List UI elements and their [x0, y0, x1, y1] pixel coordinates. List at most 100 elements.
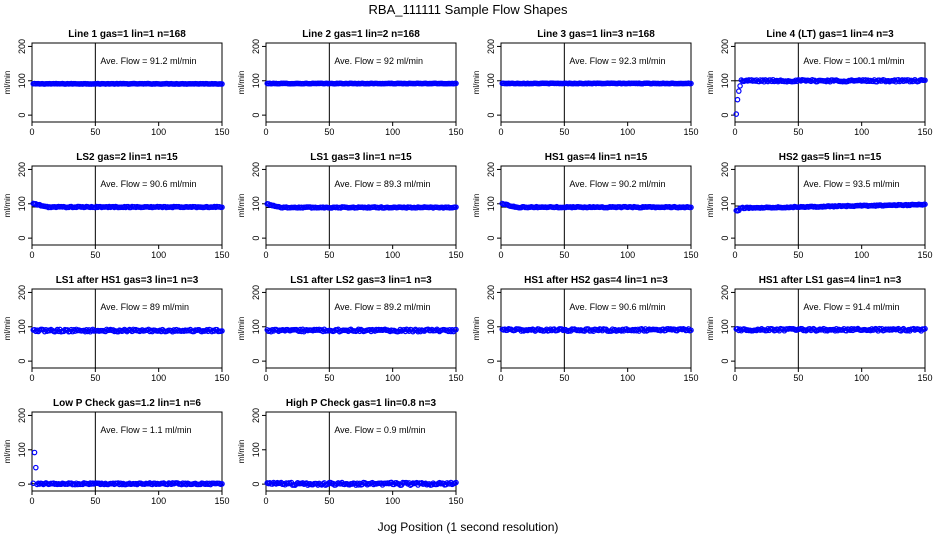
y-axis-label: ml/min: [237, 194, 246, 218]
x-tick-label: 150: [448, 250, 463, 260]
panel-14: High P Check gas=1 lin=0.8 n=3 0 50 100 150 0…: [237, 398, 464, 506]
x-tick-label: 50: [559, 250, 569, 260]
y-axis-label: ml/min: [706, 194, 715, 218]
x-tick-label: 150: [917, 250, 932, 260]
y-axis-label: ml/min: [3, 194, 12, 218]
x-tick-label: 100: [854, 373, 869, 383]
y-tick-label: 200: [251, 408, 261, 423]
mean-annotation: Ave. Flow = 90.2 ml/min: [569, 179, 665, 189]
y-axis-label: ml/min: [237, 317, 246, 341]
y-tick-label: 0: [720, 359, 730, 364]
y-tick-label: 100: [251, 442, 261, 457]
panel-13: Low P Check gas=1.2 lin=1 n=6 0 50 100 150 0 1…: [3, 398, 230, 506]
data-point: [219, 328, 225, 334]
panel-7: HS1 gas=4 lin=1 n=15 0 50 100 150 0 100 200 ml/m…: [472, 152, 699, 260]
y-tick-label: 200: [720, 39, 730, 54]
panel-4: Line 4 (LT) gas=1 lin=4 n=3 0 50 100 150 0 100…: [706, 29, 933, 137]
y-tick-label: 200: [17, 162, 27, 177]
data-points: [733, 325, 928, 334]
data-points: [30, 200, 225, 211]
panel-title: Low P Check gas=1.2 lin=1 n=6: [53, 398, 201, 409]
panel-title: HS1 after HS2 gas=4 lin=1 n=3: [524, 275, 668, 286]
x-tick-label: 50: [793, 127, 803, 137]
data-point: [922, 325, 928, 332]
y-tick-label: 0: [251, 236, 261, 241]
data-point: [453, 479, 459, 486]
x-tick-label: 50: [324, 496, 334, 506]
x-tick-label: 0: [732, 127, 737, 137]
x-tick-label: 150: [683, 127, 698, 137]
y-tick-label: 200: [17, 285, 27, 300]
panel-10: LS1 after LS2 gas=3 lin=1 n=3 0 50 100 150 0 1…: [237, 275, 464, 383]
y-tick-label: 100: [251, 196, 261, 211]
x-tick-label: 0: [498, 373, 503, 383]
data-point: [688, 204, 694, 211]
mean-annotation: Ave. Flow = 93.5 ml/min: [803, 179, 899, 189]
figure-x-axis-label: Jog Position (1 second resolution): [378, 520, 559, 534]
panel-title: HS1 after LS1 gas=4 lin=1 n=3: [759, 275, 902, 286]
panel-5: LS2 gas=2 lin=1 n=15 0 50 100 150 0 100 200 ml/m…: [3, 152, 230, 260]
mean-annotation: Ave. Flow = 89.3 ml/min: [334, 179, 430, 189]
y-tick-label: 100: [486, 73, 496, 88]
y-tick-label: 200: [486, 285, 496, 300]
panel-title: High P Check gas=1 lin=0.8 n=3: [286, 398, 437, 409]
x-tick-label: 100: [151, 127, 166, 137]
x-tick-label: 50: [90, 373, 100, 383]
data-points: [30, 449, 225, 488]
y-tick-label: 0: [17, 236, 27, 241]
data-point: [734, 96, 741, 103]
y-tick-label: 200: [486, 39, 496, 54]
x-tick-label: 150: [917, 127, 932, 137]
y-tick-label: 100: [486, 196, 496, 211]
y-tick-label: 0: [486, 359, 496, 364]
y-tick-label: 200: [720, 285, 730, 300]
panel-title: Line 1 gas=1 lin=1 n=168: [68, 29, 186, 40]
y-tick-label: 0: [486, 113, 496, 118]
y-tick-label: 0: [486, 236, 496, 241]
y-tick-label: 200: [251, 162, 261, 177]
x-tick-label: 0: [732, 373, 737, 383]
panel-title: LS1 gas=3 lin=1 n=15: [310, 152, 412, 163]
x-tick-label: 150: [214, 373, 229, 383]
y-tick-label: 0: [251, 113, 261, 118]
mean-annotation: Ave. Flow = 89.2 ml/min: [334, 302, 430, 312]
panel-title: LS1 after HS1 gas=3 lin=1 n=3: [56, 275, 199, 286]
x-tick-label: 150: [448, 373, 463, 383]
x-tick-label: 50: [559, 127, 569, 137]
y-tick-label: 200: [17, 408, 27, 423]
data-point: [733, 111, 740, 117]
x-tick-label: 150: [683, 373, 698, 383]
y-axis-label: ml/min: [3, 71, 12, 95]
x-tick-label: 150: [214, 250, 229, 260]
y-axis-label: ml/min: [237, 71, 246, 95]
y-axis-label: ml/min: [237, 440, 246, 464]
x-tick-label: 50: [90, 127, 100, 137]
x-tick-label: 50: [324, 250, 334, 260]
figure-title: RBA_111111 Sample Flow Shapes: [369, 2, 568, 17]
y-axis-label: ml/min: [472, 317, 481, 341]
x-tick-label: 0: [263, 496, 268, 506]
x-tick-label: 50: [793, 250, 803, 260]
y-axis-label: ml/min: [472, 194, 481, 218]
y-tick-label: 200: [17, 39, 27, 54]
y-axis-label: ml/min: [472, 71, 481, 95]
mean-annotation: Ave. Flow = 92.3 ml/min: [569, 56, 665, 66]
x-tick-label: 100: [385, 373, 400, 383]
x-tick-label: 100: [854, 250, 869, 260]
x-tick-label: 150: [917, 373, 932, 383]
data-point: [31, 449, 38, 456]
y-axis-label: ml/min: [706, 71, 715, 95]
data-points: [264, 80, 459, 87]
data-point: [922, 201, 928, 208]
data-point: [219, 204, 225, 211]
x-tick-label: 0: [263, 373, 268, 383]
panel-title: Line 4 (LT) gas=1 lin=4 n=3: [766, 29, 894, 40]
mean-annotation: Ave. Flow = 90.6 ml/min: [569, 302, 665, 312]
panel-title: LS1 after LS2 gas=3 lin=1 n=3: [290, 275, 432, 286]
y-axis-label: ml/min: [3, 440, 12, 464]
y-tick-label: 200: [251, 39, 261, 54]
panel-title: HS1 gas=4 lin=1 n=15: [545, 152, 648, 163]
y-axis-label: ml/min: [706, 317, 715, 341]
y-tick-label: 100: [251, 319, 261, 334]
panel-title: LS2 gas=2 lin=1 n=15: [76, 152, 178, 163]
